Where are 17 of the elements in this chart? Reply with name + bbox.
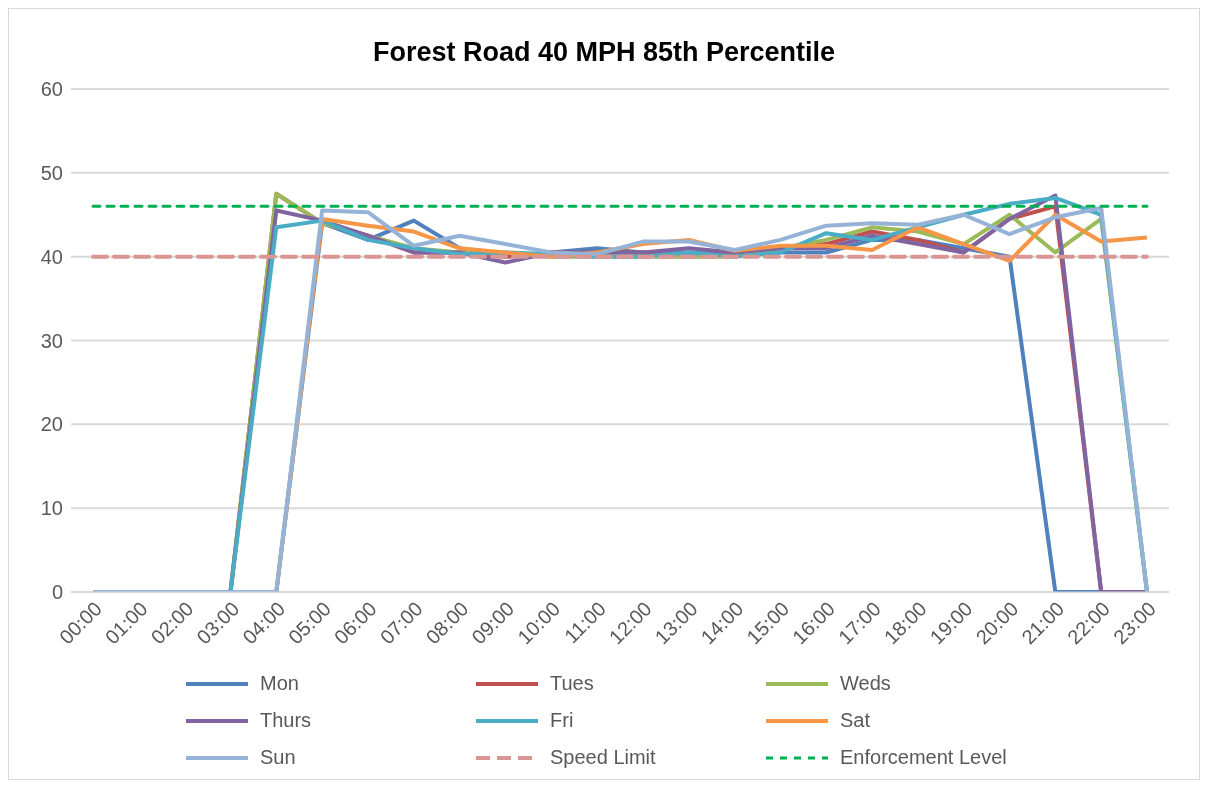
legend-label: Enforcement Level [840,746,1007,769]
y-tick-label: 10 [40,497,63,520]
y-tick-label: 50 [40,161,63,184]
legend-label: Mon [260,672,299,695]
y-tick-label: 60 [40,78,63,101]
legend-label: Thurs [260,709,312,732]
legend-label: Tues [550,672,594,695]
y-tick-label: 40 [40,245,63,268]
y-tick-label: 20 [40,413,63,436]
chart-title: Forest Road 40 MPH 85th Percentile [371,36,837,69]
y-tick-label: 30 [40,329,63,352]
legend-label: Fri [550,709,574,732]
legend-label: Speed Limit [550,746,656,769]
legend-label: Weds [840,672,891,695]
legend-label: Sat [840,709,871,732]
legend-label: Sun [260,746,296,769]
y-tick-label: 0 [51,581,63,604]
